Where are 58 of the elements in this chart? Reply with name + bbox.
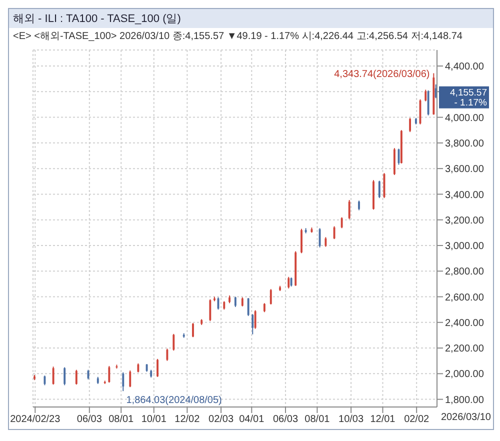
candlestick <box>247 298 250 316</box>
candlestick <box>254 310 256 330</box>
x-tick-label: 10/03 <box>338 414 364 426</box>
candlestick <box>378 180 380 199</box>
candlestick <box>166 348 168 362</box>
y-tick-label: 2,800.00 <box>445 266 484 278</box>
candlestick <box>340 216 343 229</box>
y-tick-label: 3,400.00 <box>445 190 484 201</box>
candlestick <box>192 322 194 338</box>
candlestick <box>324 236 327 248</box>
candlestick <box>270 288 272 305</box>
candlestick <box>234 296 236 308</box>
text: 4,155.57 - 1.17% <box>450 87 488 108</box>
candlestick <box>427 90 430 116</box>
candlestick <box>129 370 132 388</box>
candlestick <box>44 375 46 386</box>
y-tick-label: 3,000.00 <box>445 241 484 252</box>
candlestick <box>156 358 158 378</box>
candlestick <box>358 200 360 211</box>
x-tick-label: 12/02 <box>174 414 200 426</box>
annotation: 4,343.74(2026/03/06) <box>334 69 430 80</box>
x-tick-label: 02/02 <box>404 414 430 426</box>
candlestick <box>252 314 254 335</box>
x-tick-label: 12/01 <box>370 414 396 426</box>
y-tick-label: 3,800.00 <box>445 138 484 150</box>
y-tick-label: 4,400.00 <box>445 62 484 73</box>
x-tick-label: 02/03 <box>208 414 234 426</box>
y-tick-label: 4,000.00 <box>445 112 484 124</box>
x-tick-label: 2024/02/23 <box>10 414 61 426</box>
candlestick <box>75 369 78 386</box>
x-tick-label: 06/03 <box>76 414 102 426</box>
x-tick-label: 06/03 <box>272 414 298 426</box>
y-tick-label: 3,600.00 <box>445 164 484 176</box>
candlestick <box>209 298 212 322</box>
y-tick-label: 2,000.00 <box>445 369 484 380</box>
candlestick <box>348 199 350 220</box>
text: 2026/03/10 <box>440 412 491 423</box>
candlestick <box>300 228 302 254</box>
y-tick-label: 2,600.00 <box>445 292 484 304</box>
x-tick-label: 10/01 <box>141 414 167 426</box>
y-tick-label: 3,200.00 <box>445 215 484 226</box>
annotation: 1,864.03(2024/08/05) <box>126 395 222 406</box>
candlestick <box>288 276 290 289</box>
candlestick <box>122 372 124 392</box>
candlestick <box>172 333 175 352</box>
x-tick-label: 08/01 <box>108 414 134 426</box>
candlestick <box>409 117 411 133</box>
y-tick-label: 1,800.00 <box>445 394 484 406</box>
chart-subtitle: <E> <해외-TASE_100> 2026/03/10 종:4,155.57 ▼49.19 - 1.17% 시:4,226.44 고:4,256.54 저:4,148.74 <box>12 30 464 44</box>
x-tick-label: 08/01 <box>304 414 330 426</box>
y-tick-label: 2,400.00 <box>445 318 484 329</box>
candlestick <box>52 366 54 386</box>
x-tick-label: 04/01 <box>239 414 265 426</box>
chart-title: 해외 - ILI : TA100 - TASE_100 (일) <box>9 9 493 28</box>
y-tick-label: 2,200.00 <box>445 344 484 355</box>
candlestick <box>424 89 427 102</box>
candlestick <box>108 365 110 384</box>
candlestick <box>64 366 66 386</box>
